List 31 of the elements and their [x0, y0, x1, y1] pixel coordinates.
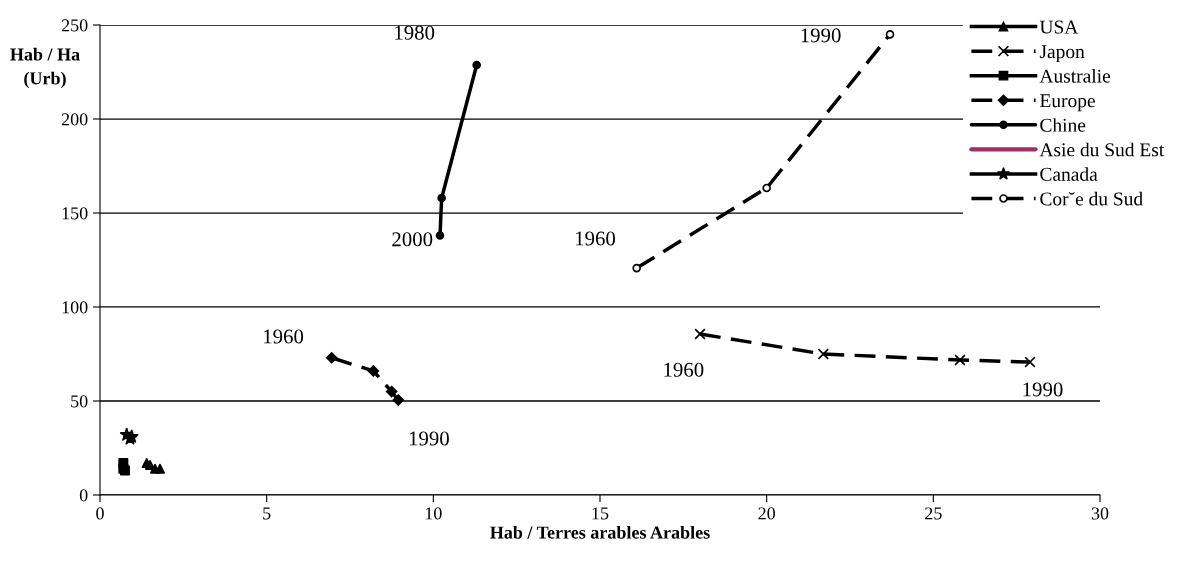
y-tick-label: 200 — [61, 113, 88, 126]
x-tick-label: 30 — [1091, 507, 1109, 520]
x-tick-label: 0 — [96, 507, 104, 520]
annotation: 1990 — [1023, 382, 1063, 397]
y-axis-title: Hab / Ha (Urb) — [10, 47, 80, 89]
x-tick-label: 15 — [592, 507, 609, 520]
y-tick-label: 150 — [62, 207, 88, 220]
annotation: 1980 — [395, 25, 435, 40]
x-tick-label: 20 — [758, 507, 776, 520]
legend-label: Australie — [1039, 69, 1111, 83]
legend-label: USA — [1039, 20, 1079, 34]
annotation: 1990 — [409, 431, 449, 446]
annotation: 2000 — [392, 232, 433, 247]
x-axis-title: Hab / Terres arables Arables — [490, 525, 710, 539]
annotation: 1990 — [801, 28, 841, 43]
annotation: 1960 — [264, 329, 304, 344]
x-tick-label: 5 — [263, 507, 271, 520]
y-tick-label: 50 — [71, 395, 88, 408]
legend-label: Japon — [1039, 45, 1085, 63]
legend-label: Asie du Sud Est — [1039, 142, 1165, 157]
x-tick-label: 25 — [925, 507, 942, 520]
y-tick-label: 0 — [79, 489, 88, 502]
y-tick-label: 250 — [61, 19, 88, 32]
legend-label: Chine — [1040, 118, 1086, 132]
annotation: 1960 — [664, 362, 704, 377]
legend-label: Canada — [1040, 167, 1098, 181]
y-tick-label: 100 — [62, 301, 88, 314]
x-tick-label: 10 — [425, 507, 442, 520]
legend-label: Cor˘e du Sud — [1040, 191, 1143, 206]
legend-label: Europe — [1040, 94, 1095, 112]
annotation: 1960 — [576, 231, 616, 246]
